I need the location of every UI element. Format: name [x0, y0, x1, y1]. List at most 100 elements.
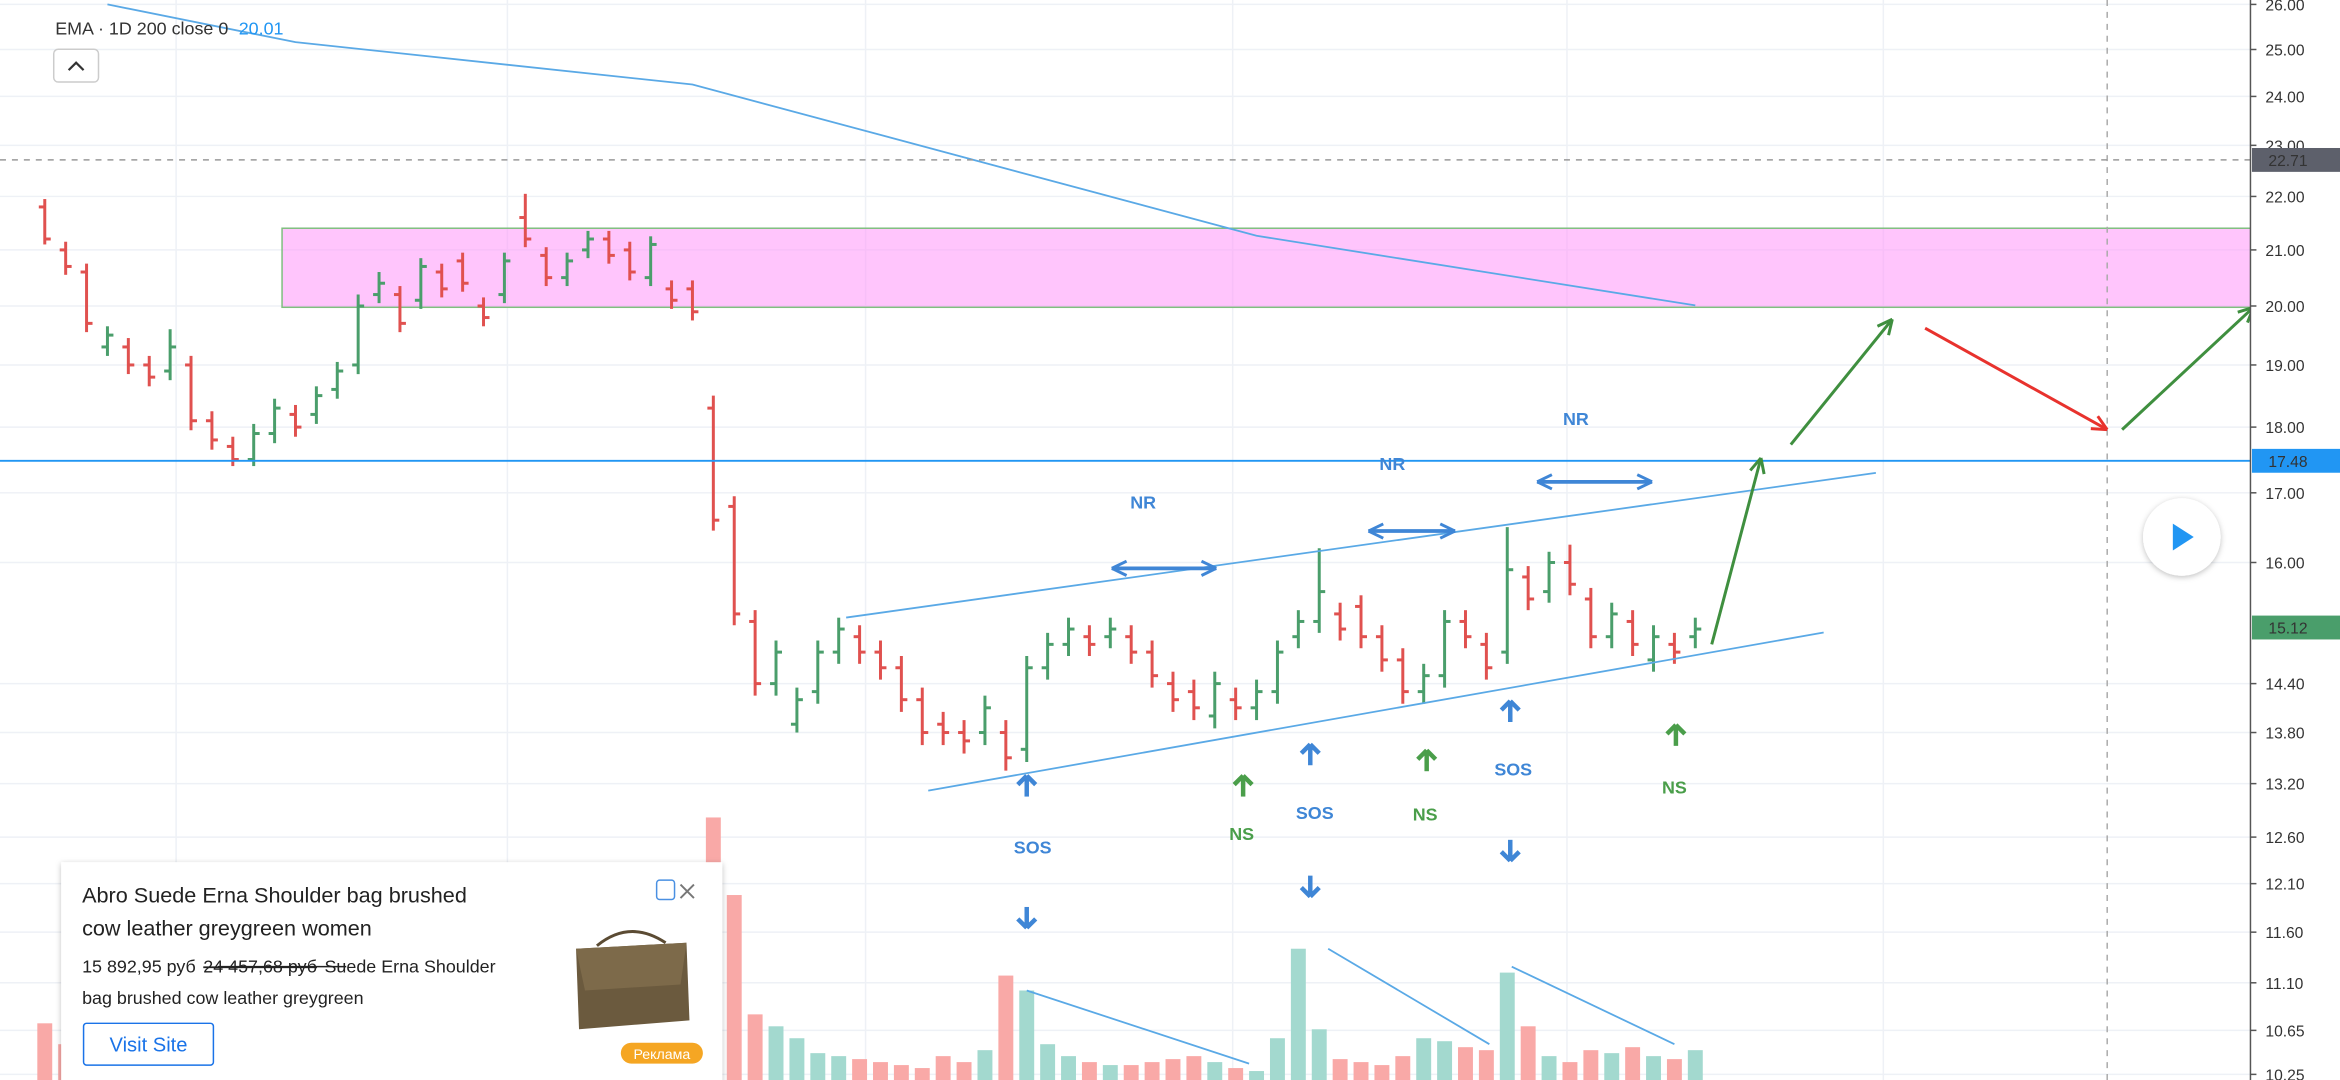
y-tick-label: 12.10 [2265, 877, 2304, 894]
volume-bar [1353, 1062, 1369, 1080]
signal-arrow [1241, 774, 1254, 787]
y-tick-label: 17.00 [2265, 486, 2304, 503]
volume-bar [1374, 1065, 1390, 1080]
price-axis: 26.0025.0024.0023.0022.0021.0020.0019.00… [2249, 0, 2340, 1080]
signal-arrow [1308, 742, 1321, 755]
red-arrow [1924, 326, 2108, 431]
volume-bar [935, 1056, 951, 1080]
y-tick-label: 11.10 [2265, 976, 2303, 993]
volume-bar [1290, 948, 1306, 1080]
volume-trend [1511, 965, 1675, 1046]
ad-button[interactable] [82, 1022, 215, 1066]
annotation: NR [1130, 493, 1156, 513]
range-arrow [1439, 522, 1456, 533]
y-tick-label: 25.00 [2265, 42, 2304, 59]
ema-line [107, 3, 1696, 307]
ad-button-label[interactable]: Visit Site [110, 1035, 188, 1057]
range-arrow [1367, 529, 1384, 540]
range-arrow [1111, 566, 1128, 577]
volume-bar [1541, 1056, 1557, 1080]
volume-bar [1395, 1056, 1411, 1080]
annotation: NS [1413, 804, 1438, 824]
y-tick-label: 14.40 [2265, 677, 2304, 694]
signal-arrow [1308, 885, 1321, 899]
price-label-box [2251, 615, 2340, 640]
volume-bar [789, 1038, 805, 1080]
volume-bar [852, 1059, 868, 1080]
volume-bar [1520, 1026, 1536, 1080]
signal-arrow [1508, 699, 1521, 712]
range-arrow [1200, 559, 1217, 570]
channel-lower [928, 631, 1824, 792]
green-arrow [1710, 457, 1763, 645]
ema-name: EMA · 1D 200 close 0 [55, 18, 228, 38]
ema-value: 20.01 [239, 18, 284, 38]
price-label: 22.71 [2268, 153, 2307, 170]
ad-info-icon[interactable] [655, 879, 676, 901]
ad: Abro Suede Erna Shoulder bag brushed cow … [61, 862, 723, 1080]
green-arrow [2121, 306, 2255, 431]
ad-title: cow leather greygreen women [82, 915, 372, 940]
annotation: NS [1662, 778, 1687, 798]
zone [281, 227, 2255, 309]
volume-bar [1437, 1041, 1453, 1080]
price-label-box [2251, 147, 2340, 172]
y-tick-label: 10.65 [2265, 1023, 2304, 1040]
volume-bar [1249, 1071, 1265, 1080]
range-arrow [1439, 529, 1456, 540]
ad-image-strap [595, 930, 667, 947]
y-tick-label: 22.00 [2265, 189, 2304, 206]
volume-bar [1332, 1059, 1348, 1080]
annotation: NS [1229, 824, 1254, 844]
signal-arrow [1425, 748, 1438, 761]
red-arrow [2090, 427, 2108, 432]
ad-badge-label: Реклама [633, 1047, 690, 1063]
price-label-box [2251, 448, 2340, 473]
volume-bar [1625, 1047, 1641, 1080]
annotation: NR [1563, 409, 1589, 429]
green-arrow [1749, 456, 1763, 472]
y-tick-label: 10.25 [2265, 1067, 2304, 1080]
annotation: NR [1379, 454, 1405, 474]
green-arrow [1789, 318, 1894, 446]
volume-bar [1666, 1059, 1682, 1080]
green-arrow [1876, 317, 1893, 328]
volume-bar [1687, 1050, 1703, 1080]
ad-description: Suede Erna Shoulder [324, 957, 495, 977]
ad-close-icon[interactable] [679, 883, 695, 899]
y-tick-label: 13.80 [2265, 726, 2304, 743]
range-arrow [1536, 480, 1553, 491]
volume-bar [914, 1068, 930, 1080]
y-tick-label: 21.00 [2265, 243, 2304, 260]
grid [0, 0, 2251, 1080]
annotation: SOS [1014, 837, 1052, 857]
y-tick-label: 26.00 [2265, 0, 2304, 14]
red-arrow [2096, 415, 2109, 431]
volume-bar [1499, 972, 1515, 1080]
volume-bar [977, 1050, 993, 1080]
volume-bar [1186, 1056, 1202, 1080]
volume-bar [37, 1023, 53, 1080]
y-tick-label: 12.60 [2265, 830, 2304, 847]
volume-bar [1228, 1068, 1244, 1080]
volume-bar [831, 1056, 847, 1080]
channel-upper [846, 471, 1877, 619]
volume-bar [1269, 1038, 1285, 1080]
ad-image-flap [576, 942, 687, 991]
collapse-button[interactable] [52, 48, 100, 83]
green-arrow [1759, 457, 1766, 475]
ad-badge [620, 1042, 703, 1064]
range-arrow [1636, 480, 1653, 491]
volume-bar [1019, 990, 1035, 1080]
ad-title: Abro Suede Erna Shoulder bag brushed [82, 882, 467, 907]
volume-bar [1081, 1062, 1097, 1080]
volume-bar [1583, 1050, 1599, 1080]
price-label: 17.48 [2268, 454, 2307, 471]
signal-arrow [1416, 748, 1429, 761]
signal-arrow [1499, 850, 1512, 863]
volume-bar [726, 895, 742, 1080]
volume-bar [1144, 1062, 1160, 1080]
signal-arrow [1499, 699, 1512, 712]
volume-bar [1562, 1062, 1578, 1080]
